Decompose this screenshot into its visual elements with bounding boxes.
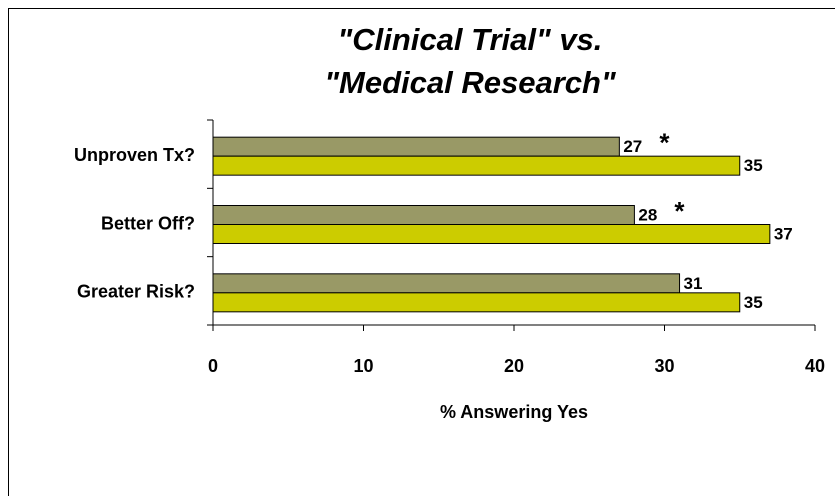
significance-marker: * xyxy=(659,128,670,158)
frame xyxy=(8,8,835,496)
x-axis-label: % Answering Yes xyxy=(440,402,588,422)
significance-marker: * xyxy=(674,196,685,226)
value-label: 35 xyxy=(744,293,763,312)
value-label: 31 xyxy=(684,274,703,293)
bar xyxy=(212,136,620,157)
chart-title-line: "Clinical Trial" vs. xyxy=(338,22,603,57)
chart-title-line: "Medical Research" xyxy=(324,65,617,100)
value-label: 28 xyxy=(638,205,657,224)
value-label: 37 xyxy=(774,224,793,243)
y-tick-label: Greater Risk? xyxy=(77,282,195,302)
x-tick-label: 30 xyxy=(654,356,674,376)
value-label: 27 xyxy=(623,137,642,156)
bar xyxy=(212,292,741,313)
bar xyxy=(212,224,771,244)
bar xyxy=(212,273,681,294)
y-tick-label: Unproven Tx? xyxy=(74,145,195,165)
x-tick-label: 40 xyxy=(805,356,825,376)
bar xyxy=(212,155,741,176)
x-tick-label: 20 xyxy=(504,356,524,376)
x-tick-label: 10 xyxy=(353,356,373,376)
x-tick-label: 0 xyxy=(208,356,218,376)
value-label: 35 xyxy=(744,156,763,175)
bar xyxy=(212,205,635,225)
y-tick-label: Better Off? xyxy=(101,213,195,233)
